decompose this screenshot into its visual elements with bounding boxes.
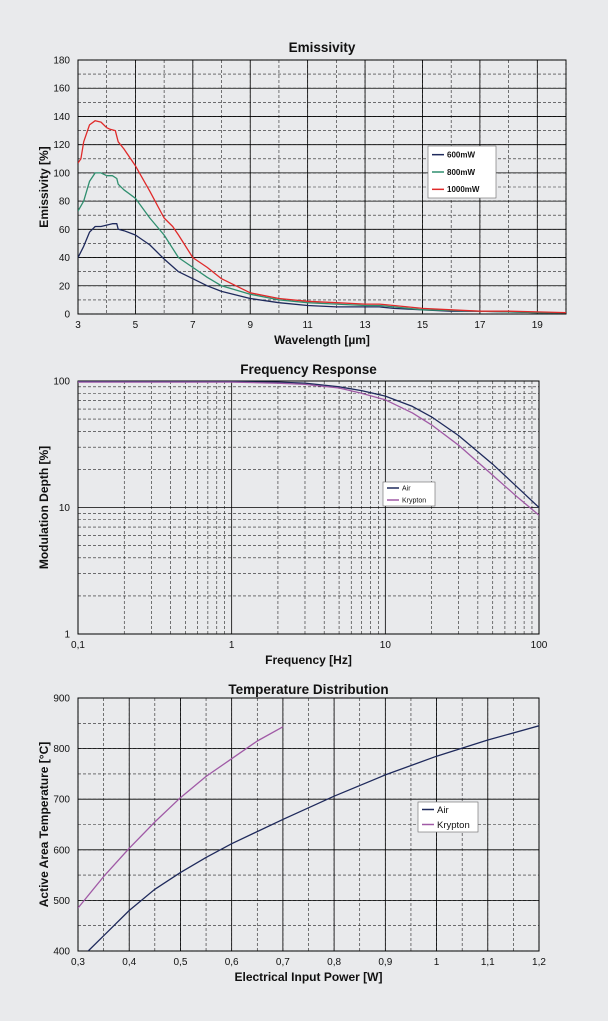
x-tick-label: 17 [474, 320, 486, 331]
legend: 600mW 800mW 1000mW [427, 145, 497, 199]
legend: Air Krypton [417, 801, 479, 833]
y-tick-label: 600 [53, 845, 70, 856]
x-tick-label: 0,3 [71, 957, 85, 968]
y-tick-label: 160 [53, 84, 70, 95]
x-tick-label: 0,8 [327, 957, 341, 968]
x-tick-label: 1 [434, 957, 440, 968]
legend-label: 1000mW [447, 185, 480, 194]
x-tick-label: 0,9 [378, 957, 392, 968]
chart-title: Frequency Response [240, 362, 377, 377]
legend-label: Air [437, 805, 449, 816]
y-tick-label: 140 [53, 112, 70, 123]
major-grid [77, 59, 566, 315]
y-tick-label: 180 [53, 56, 70, 67]
chart-title: Emissivity [289, 40, 356, 55]
y-tick-label: 20 [59, 281, 71, 292]
x-tick-label: 0,6 [225, 957, 239, 968]
x-tick-label: 0,1 [71, 640, 85, 651]
y-tick-label: 60 [59, 225, 71, 236]
x-axis-label: Electrical Input Power [W] [234, 970, 382, 984]
y-tick-label: 900 [53, 694, 70, 705]
x-tick-label: 0,7 [276, 957, 290, 968]
x-tick-label: 15 [417, 320, 429, 331]
x-tick-label: 10 [380, 640, 392, 651]
chart-3: 0,3 0,4 0,5 0,6 0,7 0,8 0,9 1 1,1 1,2 400 500 600 700… [37, 682, 546, 984]
y-axis-label: Modulation Depth [%] [37, 446, 51, 569]
y-tick-label: 400 [53, 947, 70, 958]
legend-label: 800mW [447, 168, 475, 177]
legend-label: Krypton [437, 820, 470, 831]
y-tick-label: 10 [59, 503, 71, 514]
x-tick-label: 19 [532, 320, 544, 331]
y-tick-label: 80 [59, 197, 71, 208]
series-line-1000mw [78, 120, 566, 314]
y-tick-label: 800 [53, 744, 70, 755]
legend-label: Air [402, 485, 411, 492]
x-tick-label: 1,1 [481, 957, 495, 968]
legend-box [382, 481, 436, 507]
legend-label: Krypton [402, 497, 426, 504]
series-line-air [87, 725, 539, 951]
x-tick-label: 1,2 [532, 957, 546, 968]
series-line-800mw [78, 172, 566, 314]
y-tick-label: 100 [53, 168, 70, 179]
x-tick-label: 7 [190, 320, 196, 331]
y-axis-label: Emissivity [%] [37, 146, 51, 227]
x-axis-label: Wavelength [µm] [274, 333, 370, 347]
x-tick-label: 3 [75, 320, 81, 331]
legend-box [417, 801, 479, 833]
x-tick-label: 0,5 [173, 957, 187, 968]
x-tick-label: 100 [531, 640, 548, 651]
major-grid [77, 697, 540, 952]
y-tick-label: 40 [59, 253, 71, 264]
y-tick-label: 100 [53, 377, 70, 388]
x-tick-label: 11 [302, 320, 313, 331]
x-tick-label: 13 [359, 320, 371, 331]
x-axis-label: Frequency [Hz] [265, 653, 352, 667]
y-tick-label: 500 [53, 896, 70, 907]
series-line-krypton [78, 726, 284, 909]
y-tick-label: 120 [53, 140, 70, 151]
y-axis-label: Active Area Temperature [°C] [37, 742, 51, 908]
legend: Air Krypton [382, 481, 436, 507]
legend-label: 600mW [447, 150, 475, 159]
chart-title: Temperature Distribution [228, 682, 388, 697]
x-tick-label: 9 [247, 320, 253, 331]
x-tick-label: 0,4 [122, 957, 136, 968]
y-tick-label: 0 [64, 310, 70, 321]
y-tick-label: 1 [64, 630, 70, 641]
chart-1: 3 5 7 9 11 13 15 17 19 0 20 40 60 80 100 120 140 160 180 Em… [37, 40, 567, 347]
x-tick-label: 1 [229, 640, 235, 651]
series-line-krypton [78, 381, 539, 516]
y-tick-label: 700 [53, 795, 70, 806]
x-tick-label: 5 [133, 320, 139, 331]
